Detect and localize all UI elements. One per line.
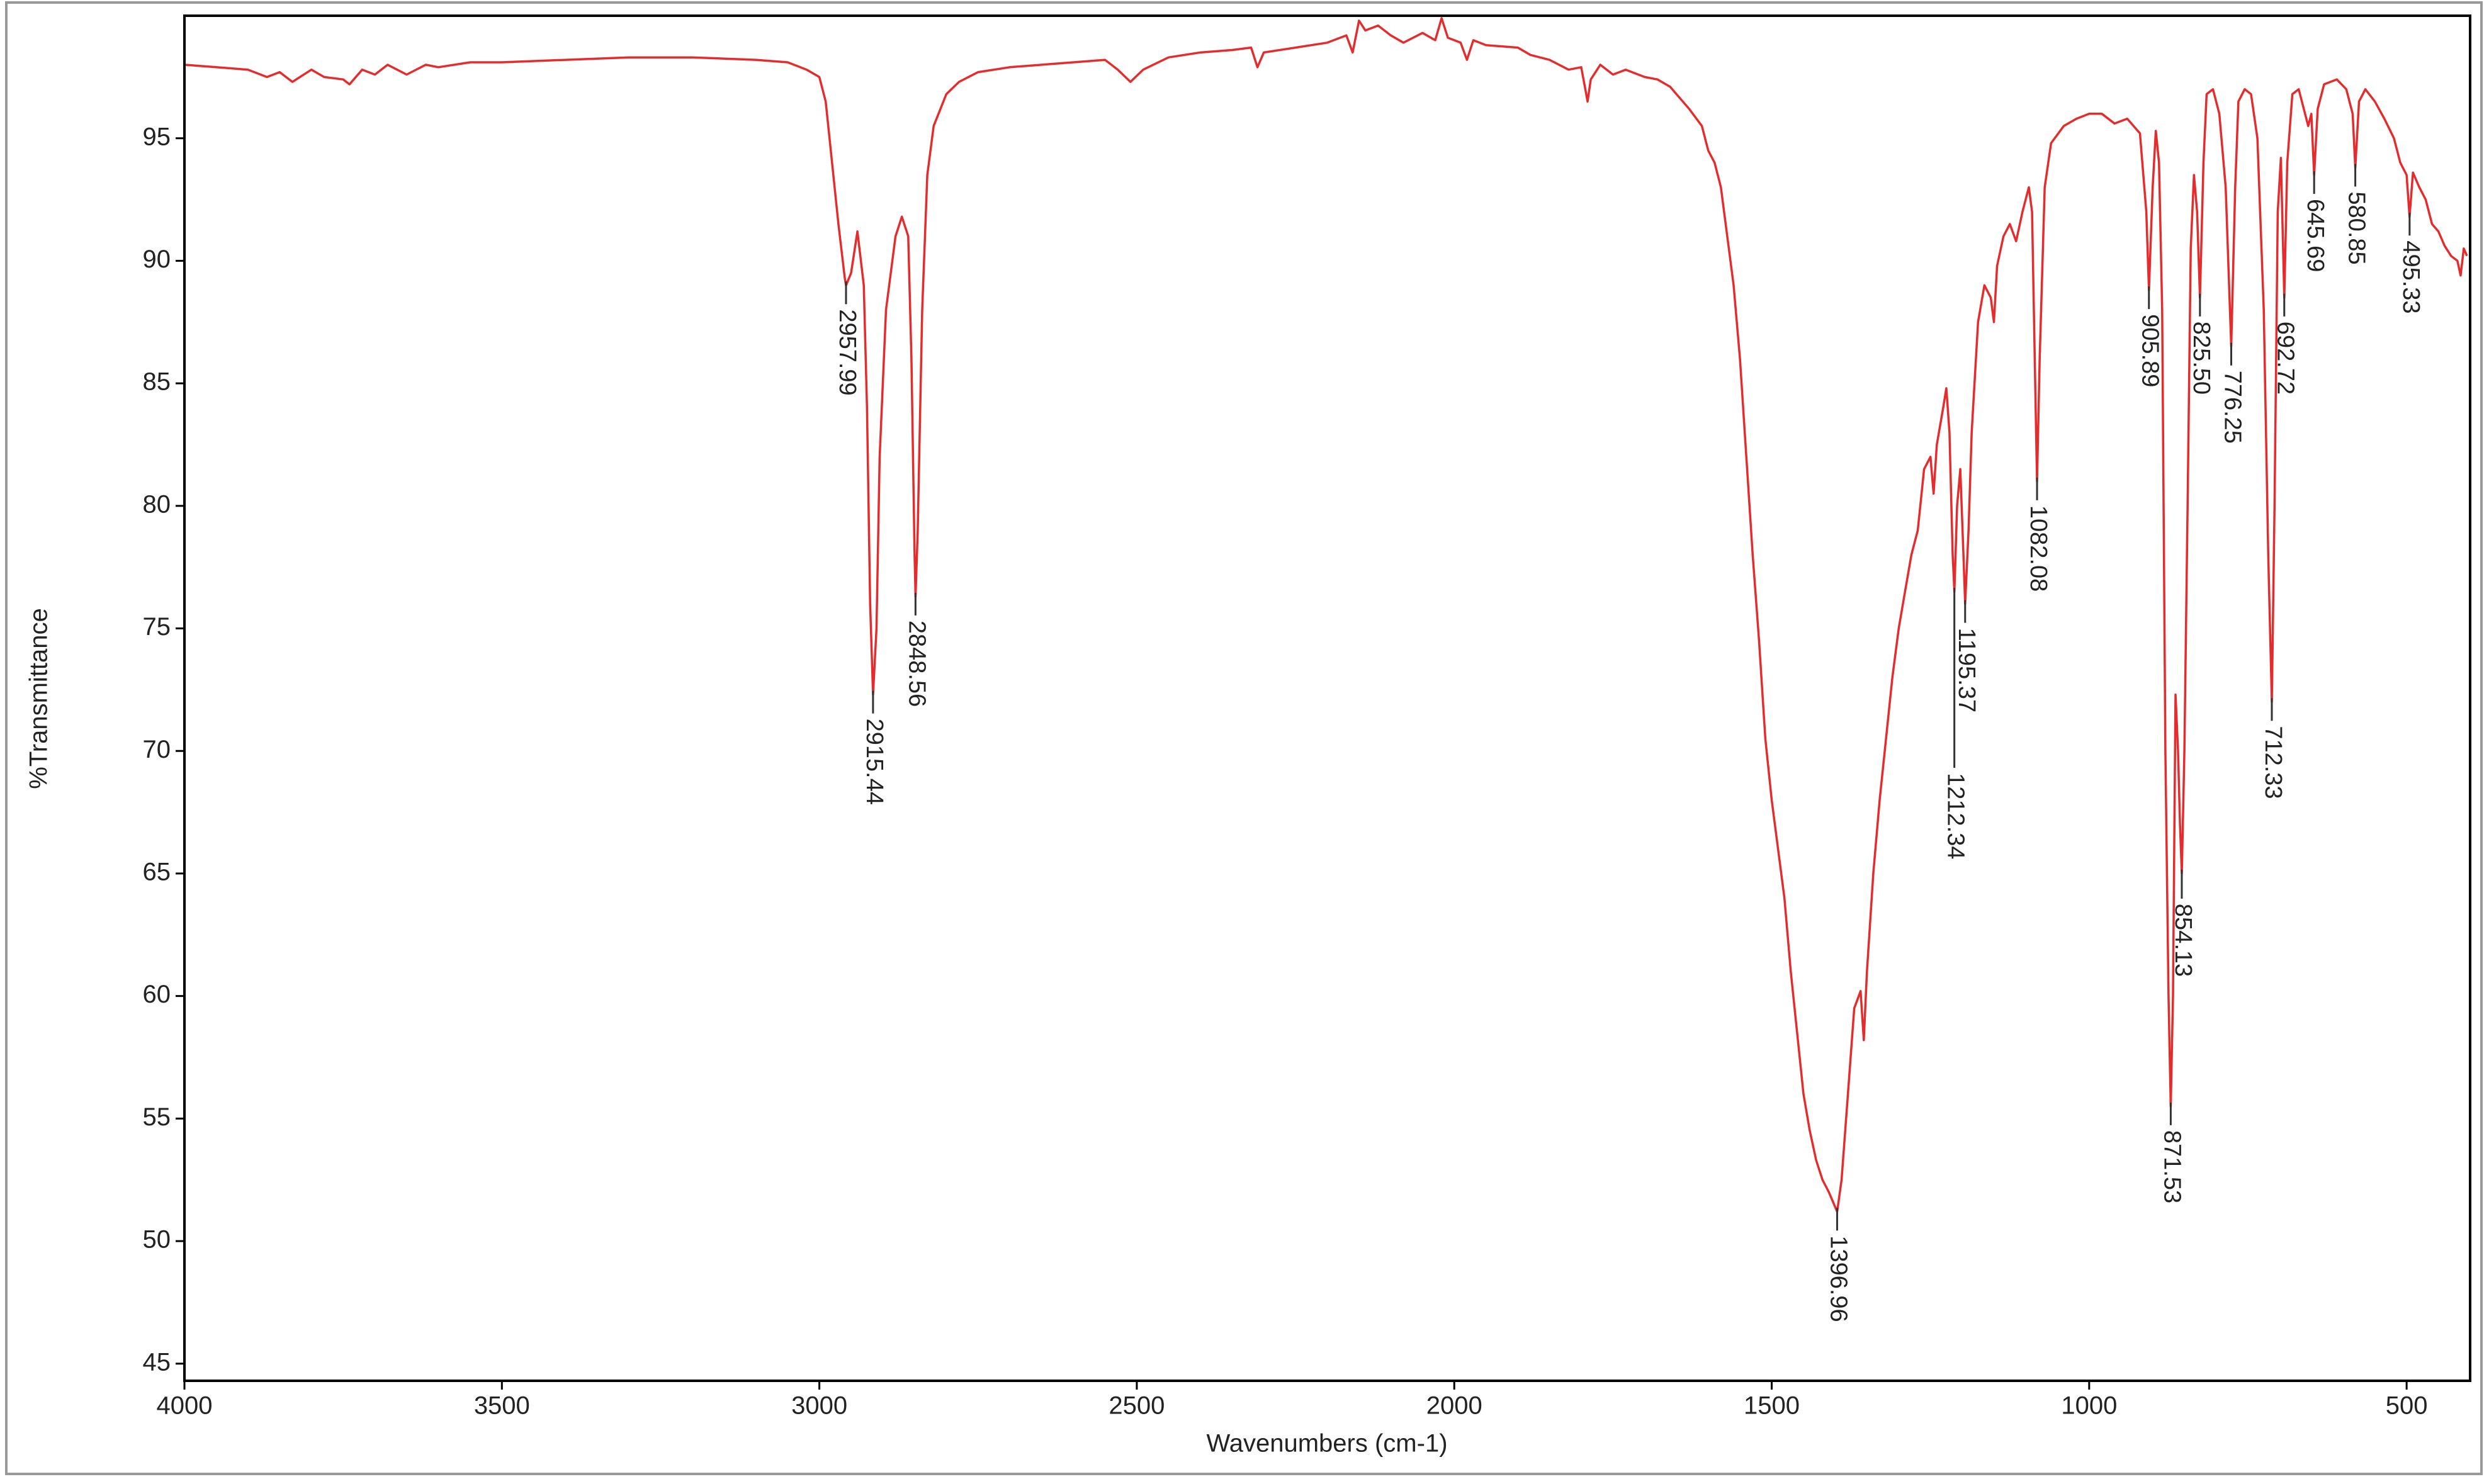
peak-label: 1195.37	[1953, 628, 1980, 713]
peak-label: 854.13	[2170, 904, 2196, 977]
peak-label: 1212.34	[1943, 773, 1969, 859]
x-tick-label: 500	[2386, 1392, 2428, 1420]
peak-label: 645.69	[2302, 199, 2328, 272]
x-tick-label: 4000	[157, 1392, 213, 1420]
x-tick-label: 2000	[1426, 1392, 1482, 1420]
y-tick-label: 70	[143, 736, 171, 763]
peak-label: 580.85	[2344, 191, 2370, 264]
peak-label: 2957.99	[834, 309, 861, 395]
x-tick-label: 1000	[2061, 1392, 2117, 1420]
plot-frame	[183, 14, 2471, 1382]
peak-label: 905.89	[2137, 314, 2164, 387]
outer-frame	[5, 1, 2483, 1475]
y-tick-label: 90	[143, 245, 171, 273]
y-tick-label: 75	[143, 613, 171, 641]
peak-label: 495.33	[2398, 240, 2424, 313]
x-axis-label: Wavenumbers (cm-1)	[1206, 1430, 1447, 1458]
y-tick-label: 85	[143, 368, 171, 396]
y-tick-label: 95	[143, 123, 171, 150]
peak-label: 1396.96	[1825, 1235, 1851, 1322]
y-axis-label: %Transmittance	[25, 608, 53, 789]
peak-label: 2848.56	[903, 621, 930, 707]
peak-label: 1082.08	[2025, 505, 2052, 592]
y-tick-label: 65	[143, 858, 171, 885]
peak-label: 712.33	[2260, 726, 2286, 799]
x-tick-label: 3000	[791, 1392, 847, 1420]
spectrum-line	[184, 17, 2468, 1213]
x-tick-label: 1500	[1744, 1392, 1800, 1420]
peak-label: 2915.44	[861, 719, 888, 805]
y-tick-label: 80	[143, 490, 171, 518]
peak-label: 871.53	[2159, 1130, 2185, 1203]
peak-label: 692.72	[2272, 322, 2299, 395]
peak-label: 776.25	[2219, 371, 2245, 444]
y-tick-label: 45	[143, 1348, 171, 1376]
x-tick-label: 2500	[1109, 1392, 1165, 1420]
y-tick-label: 60	[143, 981, 171, 1008]
x-tick-label: 3500	[474, 1392, 530, 1420]
peak-label: 825.50	[2188, 322, 2215, 395]
y-tick-label: 50	[143, 1226, 171, 1254]
y-tick-label: 55	[143, 1103, 171, 1131]
